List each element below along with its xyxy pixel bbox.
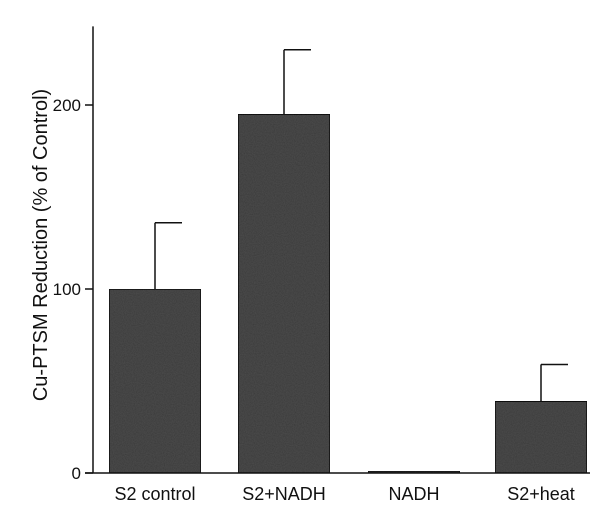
category-label: S2+NADH — [242, 484, 326, 504]
y-ticks: 0 100 200 — [53, 96, 93, 483]
category-label: S2+heat — [507, 484, 575, 504]
bar-s2-heat — [494, 400, 588, 474]
bar-nadh — [367, 470, 461, 474]
category-label: S2 control — [114, 484, 195, 504]
error-bars — [154, 49, 568, 402]
bar-s2-nadh — [237, 113, 331, 474]
category-label: NADH — [388, 484, 439, 504]
y-tick-label: 0 — [72, 464, 81, 483]
y-tick-label: 200 — [53, 96, 81, 115]
y-axis-title: Cu-PTSM Reduction (% of Control) — [30, 89, 52, 401]
category-labels: S2 control S2+NADH NADH S2+heat — [114, 484, 574, 504]
y-tick-label: 100 — [53, 280, 81, 299]
bars — [108, 113, 588, 474]
bar-s2-control — [108, 288, 202, 474]
